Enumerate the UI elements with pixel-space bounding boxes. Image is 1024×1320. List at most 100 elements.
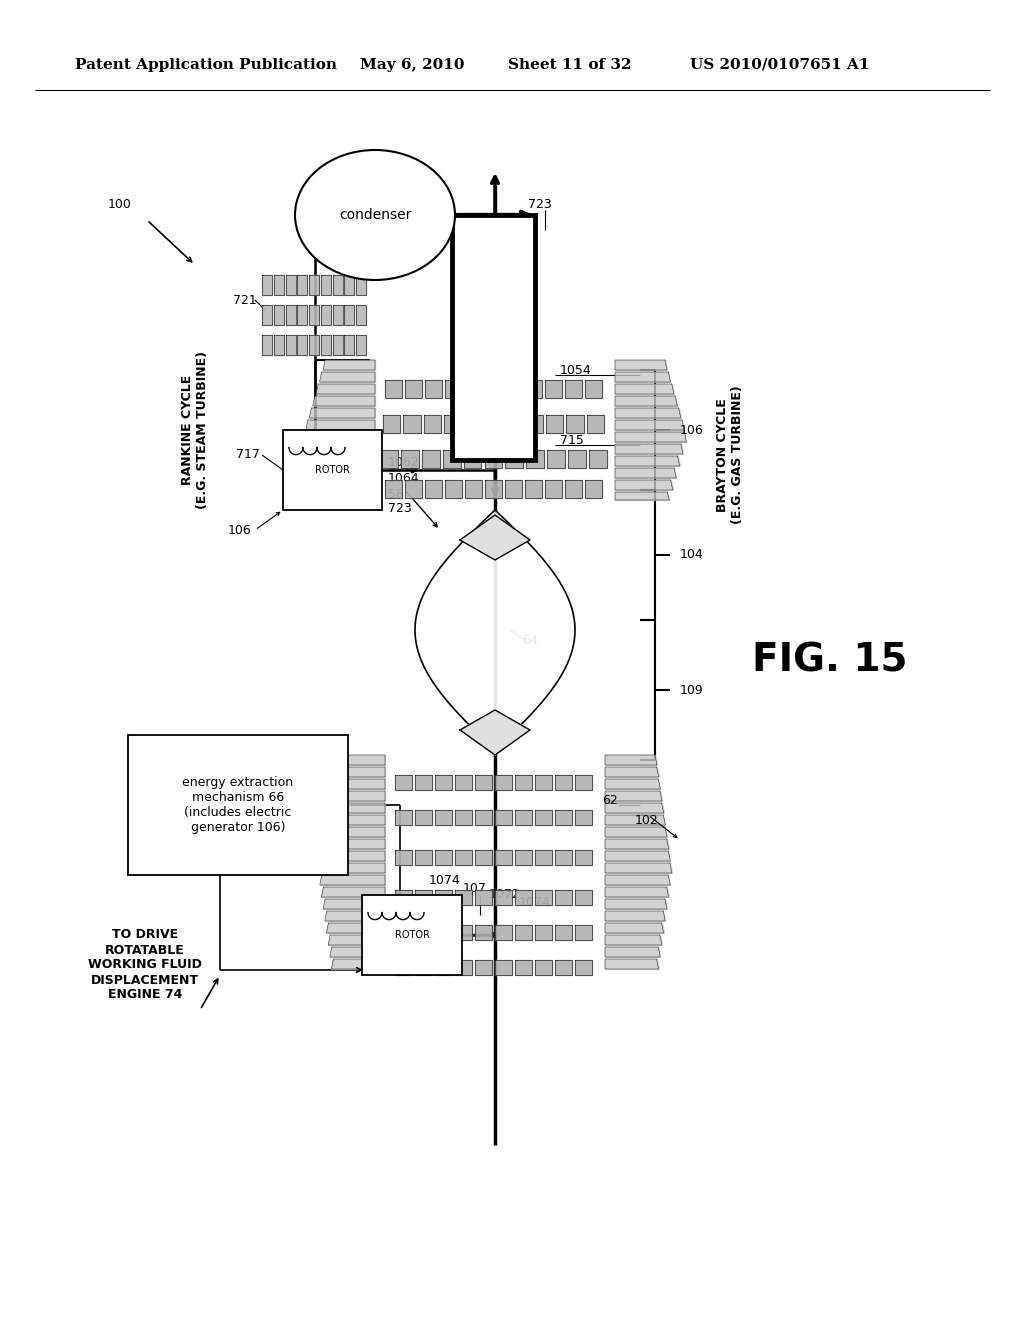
Polygon shape: [307, 444, 375, 454]
Polygon shape: [545, 480, 562, 498]
Polygon shape: [615, 420, 684, 430]
Polygon shape: [455, 850, 472, 865]
Text: Sheet 11 of 32: Sheet 11 of 32: [508, 58, 632, 73]
Polygon shape: [262, 335, 272, 355]
Polygon shape: [615, 384, 674, 393]
Polygon shape: [395, 960, 412, 975]
Polygon shape: [444, 414, 462, 433]
Polygon shape: [309, 408, 375, 418]
Polygon shape: [575, 890, 592, 906]
Polygon shape: [535, 850, 552, 865]
Bar: [128, 735, 348, 875]
Polygon shape: [475, 890, 492, 906]
Polygon shape: [317, 480, 375, 490]
Polygon shape: [435, 810, 452, 825]
Polygon shape: [435, 775, 452, 789]
Polygon shape: [321, 275, 331, 294]
Polygon shape: [525, 380, 542, 399]
Polygon shape: [615, 444, 683, 454]
Polygon shape: [297, 275, 307, 294]
Polygon shape: [505, 480, 522, 498]
Polygon shape: [333, 335, 343, 355]
Polygon shape: [316, 384, 375, 393]
Text: May 6, 2010: May 6, 2010: [360, 58, 465, 73]
Polygon shape: [525, 414, 543, 433]
Polygon shape: [330, 779, 385, 789]
Polygon shape: [535, 890, 552, 906]
Text: RANKINE CYCLE
(E.G. STEAM TURBINE): RANKINE CYCLE (E.G. STEAM TURBINE): [181, 351, 209, 510]
Polygon shape: [319, 875, 385, 884]
Polygon shape: [415, 775, 432, 789]
Polygon shape: [515, 960, 532, 975]
Polygon shape: [323, 360, 375, 370]
Polygon shape: [605, 911, 666, 921]
Text: 1074: 1074: [429, 874, 461, 887]
Polygon shape: [406, 480, 422, 498]
Polygon shape: [309, 305, 319, 325]
Polygon shape: [395, 810, 412, 825]
Polygon shape: [262, 275, 272, 294]
Polygon shape: [587, 414, 604, 433]
Polygon shape: [605, 791, 663, 801]
Polygon shape: [435, 850, 452, 865]
Bar: [452, 215, 535, 459]
Polygon shape: [356, 275, 367, 294]
Text: energy extraction
mechanism 66
(includes electric
generator 106): energy extraction mechanism 66 (includes…: [182, 776, 294, 834]
Polygon shape: [318, 863, 385, 873]
Polygon shape: [273, 305, 284, 325]
Polygon shape: [465, 414, 481, 433]
Polygon shape: [324, 899, 385, 909]
Polygon shape: [309, 335, 319, 355]
Polygon shape: [322, 840, 385, 849]
Polygon shape: [615, 396, 677, 407]
Text: 109: 109: [680, 684, 703, 697]
Polygon shape: [312, 396, 375, 407]
Polygon shape: [322, 887, 385, 898]
Polygon shape: [605, 803, 664, 813]
Polygon shape: [332, 767, 385, 777]
Polygon shape: [330, 946, 385, 957]
Polygon shape: [605, 960, 658, 969]
Polygon shape: [435, 890, 452, 906]
Polygon shape: [385, 480, 402, 498]
Text: 102: 102: [635, 813, 658, 826]
Polygon shape: [327, 923, 385, 933]
Polygon shape: [395, 925, 412, 940]
Polygon shape: [460, 710, 530, 755]
Polygon shape: [605, 840, 669, 849]
Text: 715: 715: [560, 433, 584, 446]
Text: 723: 723: [528, 198, 552, 211]
Text: 106: 106: [680, 424, 703, 437]
Polygon shape: [333, 305, 343, 325]
Polygon shape: [327, 803, 385, 813]
Text: 64: 64: [522, 634, 538, 647]
Text: 721: 721: [233, 293, 257, 306]
Polygon shape: [415, 510, 574, 750]
Polygon shape: [515, 925, 532, 940]
Text: US 2010/0107651 A1: US 2010/0107651 A1: [690, 58, 869, 73]
Polygon shape: [332, 960, 385, 969]
Polygon shape: [495, 810, 512, 825]
Polygon shape: [325, 814, 385, 825]
Polygon shape: [297, 305, 307, 325]
Text: condenser: condenser: [339, 209, 412, 222]
Polygon shape: [383, 414, 400, 433]
Polygon shape: [535, 960, 552, 975]
Polygon shape: [325, 911, 385, 921]
Polygon shape: [546, 414, 563, 433]
Polygon shape: [605, 851, 671, 861]
Polygon shape: [585, 380, 602, 399]
Text: 107: 107: [463, 882, 487, 895]
Polygon shape: [455, 775, 472, 789]
Polygon shape: [401, 450, 419, 469]
Polygon shape: [306, 420, 375, 430]
Polygon shape: [545, 380, 562, 399]
Polygon shape: [415, 960, 432, 975]
Polygon shape: [286, 305, 296, 325]
Polygon shape: [555, 810, 572, 825]
Polygon shape: [535, 810, 552, 825]
Polygon shape: [505, 414, 522, 433]
Polygon shape: [415, 890, 432, 906]
Polygon shape: [403, 414, 421, 433]
Polygon shape: [605, 779, 660, 789]
